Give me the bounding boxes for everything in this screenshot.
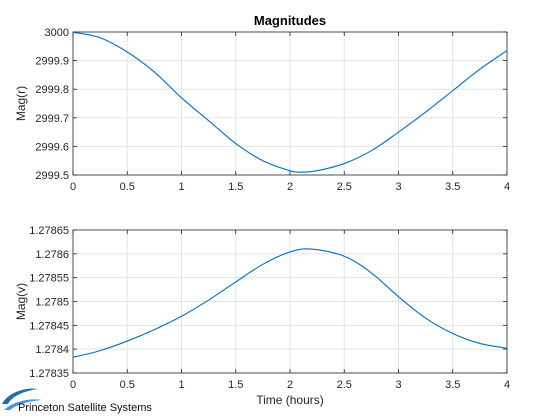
x-tick-label: 4 xyxy=(504,379,510,391)
x-tick-label: 3 xyxy=(395,181,401,193)
y-tick-label: 2999.9 xyxy=(35,56,69,68)
x-tick-label: 2 xyxy=(287,379,293,391)
x-tick-label: 3 xyxy=(395,379,401,391)
x-axis-label: Time (hours) xyxy=(256,393,324,407)
y-tick-label: 1.27845 xyxy=(29,320,69,332)
x-tick-label: 2.5 xyxy=(337,379,352,391)
y-tick-label: 1.27865 xyxy=(29,225,69,237)
y-tick-label: 2999.5 xyxy=(35,170,69,182)
pss-swoosh-logo-icon xyxy=(2,388,38,404)
y-axis-label: Mag(v) xyxy=(14,283,28,320)
series-line xyxy=(72,248,508,358)
x-tick-label: 3.5 xyxy=(445,379,460,391)
logo-text: Princeton Satellite Systems xyxy=(18,402,152,414)
axes-magnitude-r: 0 0.5 1 1.5 2 2.5 3 3.5 4 2999.5 2999.6 2999.7 2999.… xyxy=(14,27,510,193)
x-tick-label: 1 xyxy=(178,181,184,193)
x-tick-label: 2 xyxy=(287,181,293,193)
y-tick-label: 2999.8 xyxy=(35,84,69,96)
x-tick-label: 1.5 xyxy=(228,181,243,193)
y-tick-label: 2999.6 xyxy=(35,141,69,153)
figure-title: Magnitudes xyxy=(254,13,326,28)
axes-magnitude-v: 0 0.5 1 1.5 2 2.5 3 3.5 4 1.27835 1.2784 1.27845 1.2… xyxy=(14,225,510,407)
y-tick-label: 3000 xyxy=(45,27,69,39)
x-tick-label: 2.5 xyxy=(337,181,352,193)
x-tick-label: 3.5 xyxy=(445,181,460,193)
x-tick-label: 0 xyxy=(70,379,76,391)
x-tick-label: 1.5 xyxy=(228,379,243,391)
x-tick-label: 4 xyxy=(504,181,510,193)
x-tick-label: 1 xyxy=(178,379,184,391)
x-tick-label: 0.5 xyxy=(120,379,135,391)
x-tick-label: 0.5 xyxy=(120,181,135,193)
y-tick-label: 1.27835 xyxy=(29,368,69,380)
y-tick-label: 1.2784 xyxy=(35,344,69,356)
y-tick-label: 1.27855 xyxy=(29,273,69,285)
y-tick-label: 1.2786 xyxy=(35,249,69,261)
pss-swoosh-logo-accent-icon xyxy=(4,399,42,410)
pss-logo: Princeton Satellite Systems xyxy=(2,388,152,414)
y-axis-label: Mag(r) xyxy=(14,86,28,121)
x-tick-label: 0 xyxy=(70,181,76,193)
y-tick-label: 1.2785 xyxy=(35,297,69,309)
series-line xyxy=(72,31,508,173)
y-tick-label: 2999.7 xyxy=(35,113,69,125)
